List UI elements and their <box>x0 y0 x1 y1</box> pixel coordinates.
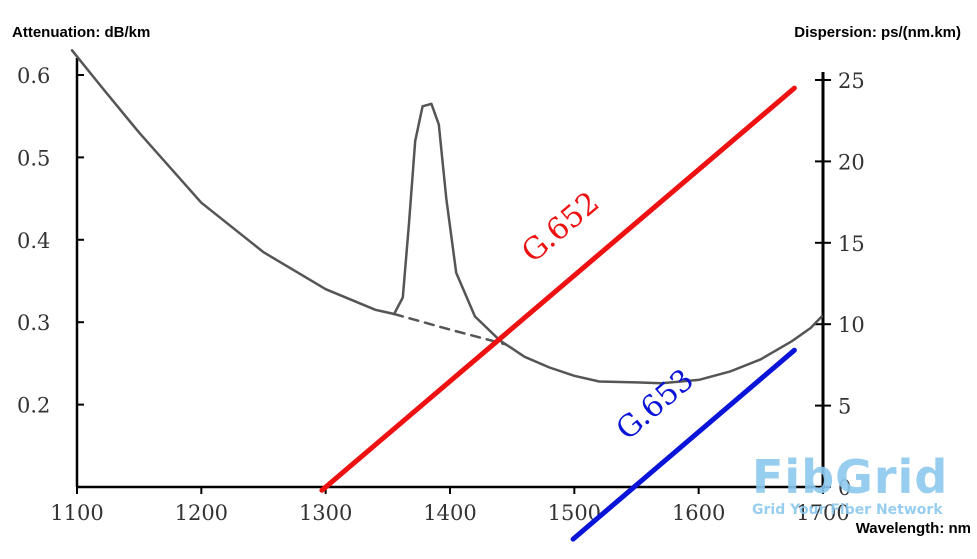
x-axis-title: Wavelength: nm <box>855 520 971 537</box>
x-tick-label: 1400 <box>423 501 476 525</box>
right-tick-label: 5 <box>838 395 851 419</box>
x-tick-label: 1600 <box>672 501 725 525</box>
right-tick-label: 20 <box>838 150 865 174</box>
x-tick-label: 1200 <box>175 501 228 525</box>
left-tick-label: 0.5 <box>17 146 50 170</box>
x-tick-label: 1300 <box>299 501 352 525</box>
series-g652 <box>319 85 797 493</box>
left-tick-label: 0.6 <box>17 64 50 88</box>
left-tick-label: 0.4 <box>17 229 50 253</box>
left-tick-label: 0.2 <box>17 394 50 418</box>
right-axis-title: Dispersion: ps/(nm.km) <box>794 24 961 41</box>
x-tick-label: 1700 <box>796 501 849 525</box>
attenuation-curve-dashed <box>392 312 508 346</box>
right-tick-label: 10 <box>838 313 865 337</box>
right-tick-label: 15 <box>838 232 865 256</box>
series-label-g653: G.653 <box>610 362 701 447</box>
left-tick-label: 0.3 <box>17 311 50 335</box>
attenuation-curve <box>70 49 824 385</box>
left-axis-title: Attenuation: dB/km <box>12 24 151 41</box>
series-g653 <box>570 347 797 542</box>
right-tick-label: 25 <box>838 69 865 93</box>
right-tick-label: 0 <box>838 476 851 500</box>
x-tick-label: 1100 <box>50 501 103 525</box>
